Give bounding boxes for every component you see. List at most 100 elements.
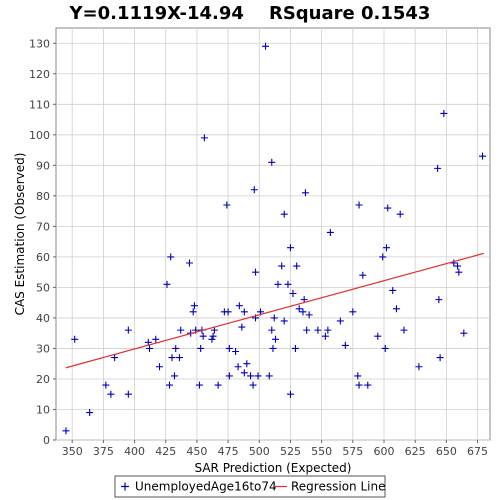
y-tick-label: 70 (36, 220, 50, 233)
data-point (274, 280, 282, 288)
data-point (247, 372, 255, 380)
data-point (271, 335, 279, 343)
data-point (240, 308, 248, 316)
data-point (364, 381, 372, 389)
y-tick-label: 0 (43, 434, 50, 447)
data-point (382, 244, 390, 252)
x-tick-label: 500 (249, 445, 270, 458)
data-point (400, 326, 408, 334)
data-point (389, 286, 397, 294)
data-point (195, 381, 203, 389)
data-point (170, 372, 178, 380)
x-tick-label: 450 (186, 445, 207, 458)
data-point (62, 427, 70, 435)
data-point (455, 268, 463, 276)
y-tick-label: 80 (36, 190, 50, 203)
y-tick-label: 90 (36, 159, 50, 172)
data-point (415, 363, 423, 371)
y-tick-label: 110 (29, 98, 50, 111)
data-point (270, 314, 278, 322)
x-tick-label: 350 (62, 445, 83, 458)
data-point (163, 280, 171, 288)
data-point (341, 341, 349, 349)
data-point (269, 344, 277, 352)
x-tick-label: 475 (218, 445, 239, 458)
data-point (326, 228, 334, 236)
data-point (172, 344, 180, 352)
data-point (235, 302, 243, 310)
data-point (435, 296, 443, 304)
chart-title: Y=0.1119X-14.94 RSquare 0.1543 (69, 3, 431, 24)
data-point (124, 390, 132, 398)
data-point (250, 186, 258, 194)
data-point (392, 305, 400, 313)
data-point (107, 390, 115, 398)
data-point (234, 363, 242, 371)
regression-line (65, 252, 484, 369)
data-point (190, 302, 198, 310)
data-point (286, 390, 294, 398)
data-point (303, 326, 311, 334)
data-point (209, 332, 217, 340)
data-point (262, 42, 270, 50)
x-tick-label: 600 (373, 445, 394, 458)
x-tick-label: 625 (405, 445, 426, 458)
data-point (210, 326, 218, 334)
data-point (440, 109, 448, 117)
data-point (396, 210, 404, 218)
data-point (249, 381, 257, 389)
data-point (289, 290, 297, 298)
data-point (146, 344, 154, 352)
data-point (354, 372, 362, 380)
data-point (152, 335, 160, 343)
legend-label-line: Regression Line (291, 480, 385, 494)
data-point (224, 308, 232, 316)
y-tick-label: 100 (29, 129, 50, 142)
data-point (102, 381, 110, 389)
data-point (280, 317, 288, 325)
data-point (324, 326, 332, 334)
data-point (243, 360, 251, 368)
data-point (355, 381, 363, 389)
data-point (167, 253, 175, 261)
x-tick-label: 675 (467, 445, 488, 458)
x-tick-label: 425 (155, 445, 176, 458)
data-point (208, 335, 216, 343)
data-point (479, 152, 487, 160)
x-axis-label: SAR Prediction (Expected) (195, 461, 352, 475)
x-tick-label: 550 (311, 445, 332, 458)
data-point (355, 201, 363, 209)
y-tick-label: 20 (36, 373, 50, 386)
data-point (223, 201, 231, 209)
data-point (286, 244, 294, 252)
y-tick-label: 30 (36, 342, 50, 355)
data-point (278, 262, 286, 270)
data-point (86, 409, 94, 417)
data-point (189, 308, 197, 316)
data-point (321, 332, 329, 340)
data-point (197, 344, 205, 352)
data-point (284, 280, 292, 288)
data-point (156, 363, 164, 371)
data-point (436, 354, 444, 362)
legend-label-scatter: UnemployedAge16to74 (135, 480, 277, 494)
data-point (280, 210, 288, 218)
data-point (238, 323, 246, 331)
data-point (450, 259, 458, 267)
data-point (381, 344, 389, 352)
data-point (165, 381, 173, 389)
y-tick-label: 120 (29, 68, 50, 81)
data-point (199, 332, 207, 340)
x-tick-label: 400 (124, 445, 145, 458)
data-point (185, 259, 193, 267)
data-point (336, 317, 344, 325)
y-tick-label: 60 (36, 251, 50, 264)
data-point (434, 164, 442, 172)
y-tick-label: 50 (36, 281, 50, 294)
data-point (299, 308, 307, 316)
data-point (454, 262, 462, 270)
y-axis-label: CAS Estimation (Observed) (13, 153, 27, 316)
data-point (265, 372, 273, 380)
y-tick-label: 130 (29, 37, 50, 50)
